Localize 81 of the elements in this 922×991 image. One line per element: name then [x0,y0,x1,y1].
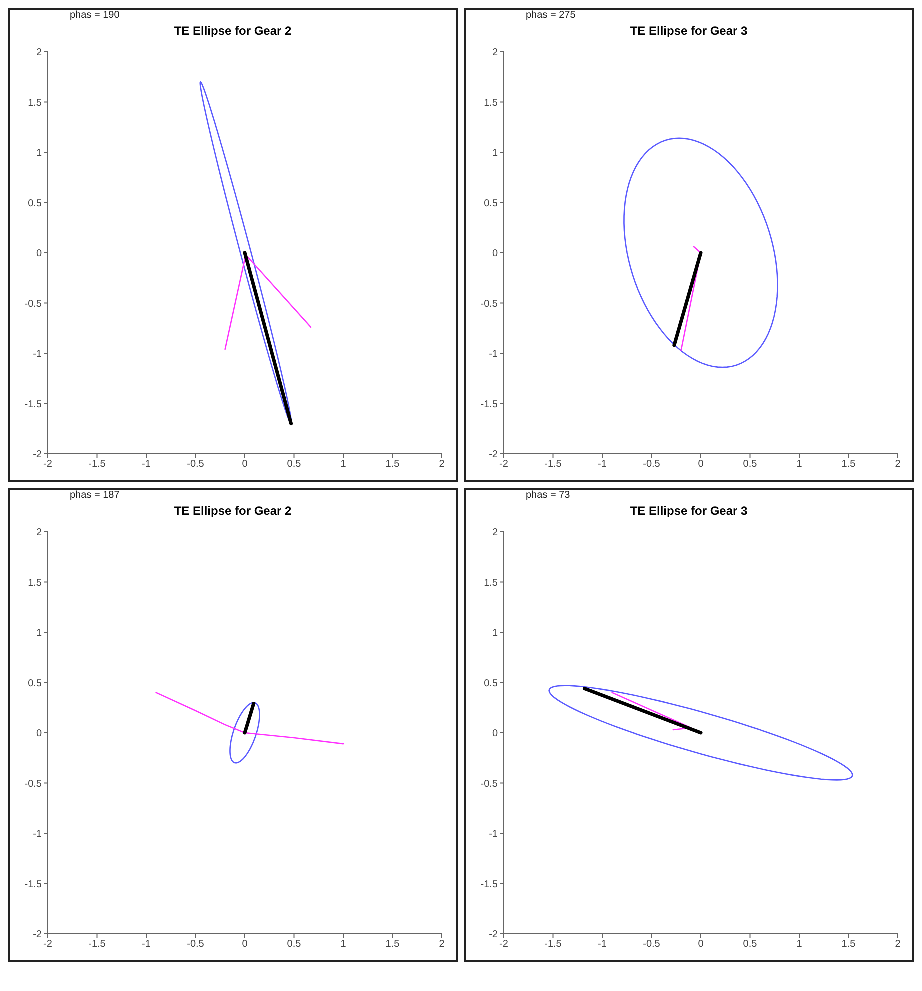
x-tick-label: 1 [796,459,803,470]
x-tick-label: -2 [44,459,53,470]
y-tick-label: 2 [36,528,42,539]
y-tick-label: -2 [489,450,498,461]
x-tick-label: 0.5 [287,459,302,470]
x-tick-label: 0.5 [287,939,302,950]
y-tick-label: -1.5 [24,879,42,890]
x-tick-label: -1.5 [88,939,106,950]
x-tick-label: -1 [598,459,608,470]
x-tick-label: 0.5 [743,939,758,950]
y-tick-label: 0.5 [28,198,42,210]
y-tick-label: -1 [33,829,42,840]
line-series [156,692,344,745]
y-tick-label: 1 [492,628,498,640]
x-tick-label: 0 [698,459,704,470]
x-tick-label: 1 [340,459,347,470]
x-tick-label: -1 [142,459,152,470]
y-tick-label: -2 [33,450,42,461]
y-tick-label: -0.5 [480,778,498,790]
y-tick-label: -0.5 [480,298,498,310]
y-tick-label: 1 [36,148,42,160]
x-tick-label: -1.5 [544,459,562,470]
x-tick-label: 0.5 [743,459,758,470]
x-tick-label: 2 [439,939,446,950]
x-tick-label: -0.5 [643,459,661,470]
y-tick-label: 1.5 [484,98,498,109]
y-tick-label: 0 [36,728,42,740]
x-tick-label: -1.5 [88,459,106,470]
x-tick-label: -2 [44,939,53,950]
y-tick-label: 1 [492,148,498,160]
y-tick-label: 0.5 [484,678,498,690]
y-tick-label: 1 [36,628,42,640]
y-tick-label: -1 [33,349,42,360]
y-tick-label: 1.5 [28,578,42,589]
x-tick-label: 1.5 [842,459,856,470]
x-tick-label: 2 [439,459,446,470]
y-tick-label: 2 [492,528,498,539]
y-tick-label: 0.5 [484,198,498,210]
y-tick-label: -1.5 [24,399,42,410]
x-tick-label: 2 [895,459,902,470]
text: phas = 73 [526,490,570,501]
y-tick-label: 0 [492,728,498,740]
x-tick-label: -0.5 [187,939,205,950]
y-tick-label: 0 [492,248,498,260]
x-tick-label: 0 [242,939,248,950]
chart-title: TE Ellipse for Gear 2 [173,504,293,520]
x-tick-label: 1.5 [386,939,400,950]
chart-title: TE Ellipse for Gear 3 [629,24,749,40]
y-tick-label: 1.5 [484,578,498,589]
y-tick-label: 2 [492,48,498,59]
y-tick-label: -1 [489,349,498,360]
x-tick-label: 1 [340,939,347,950]
x-tick-label: 0 [242,459,248,470]
x-tick-label: 2 [895,939,902,950]
y-tick-label: -1.5 [480,399,498,410]
y-tick-label: 0 [36,248,42,260]
y-tick-label: -2 [33,930,42,941]
x-tick-label: -2 [500,459,509,470]
y-tick-label: 1.5 [28,98,42,109]
y-tick-label: -1 [489,829,498,840]
chart-title: TE Ellipse for Gear 3 [629,504,749,520]
x-tick-label: -0.5 [643,939,661,950]
y-tick-label: -1.5 [480,879,498,890]
y-tick-label: -0.5 [24,778,42,790]
x-tick-label: -1.5 [544,939,562,950]
x-tick-label: 0 [698,939,704,950]
text: phas = 275 [526,10,576,21]
x-tick-label: -2 [500,939,509,950]
x-tick-label: -1 [598,939,608,950]
chart-title: TE Ellipse for Gear 2 [173,24,293,40]
y-tick-label: -2 [489,930,498,941]
y-tick-label: 0.5 [28,678,42,690]
y-tick-label: 2 [36,48,42,59]
x-tick-label: -1 [142,939,152,950]
x-tick-label: -0.5 [187,459,205,470]
text: phas = 187 [70,490,120,501]
x-tick-label: 1 [796,939,803,950]
x-tick-label: 1.5 [842,939,856,950]
y-tick-label: -0.5 [24,298,42,310]
text: phas = 190 [70,10,120,21]
x-tick-label: 1.5 [386,459,400,470]
